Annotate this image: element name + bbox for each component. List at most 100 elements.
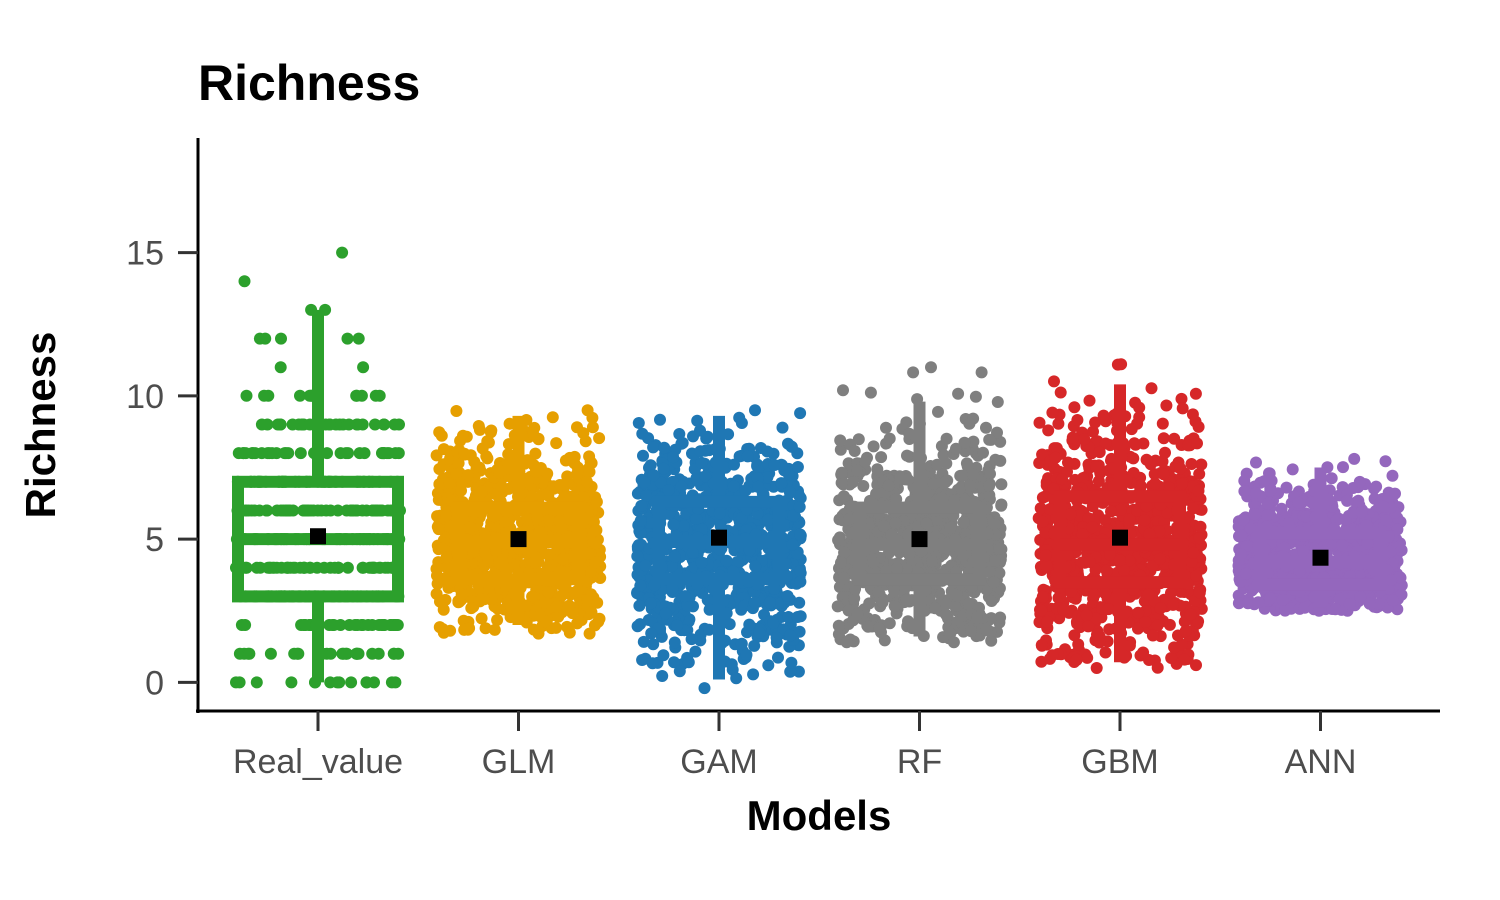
jitter-point [1185, 458, 1198, 470]
jitter-point [286, 418, 299, 431]
jitter-point [1093, 446, 1106, 459]
jitter-point [467, 546, 480, 558]
jitter-point [1114, 503, 1127, 516]
jitter-point [656, 670, 669, 682]
jitter-point [1175, 392, 1188, 405]
jitter-point [848, 445, 861, 457]
jitter-point [480, 450, 493, 463]
jitter-point [877, 520, 890, 533]
jitter-point [258, 389, 271, 402]
jitter-point [391, 619, 404, 631]
jitter-point [903, 548, 916, 561]
jitter-point [1370, 480, 1383, 493]
jitter-point [749, 404, 761, 417]
jitter-point [481, 435, 494, 448]
jitter-point [994, 611, 1007, 624]
jitter-point [1138, 514, 1151, 527]
jitter-point [956, 469, 969, 482]
jitter-point [1044, 503, 1056, 516]
jitter-point [479, 622, 492, 635]
jitter-point [1250, 487, 1262, 499]
jitter-point [673, 665, 686, 678]
jitter-point [679, 590, 691, 603]
jitter-point [1174, 462, 1187, 475]
jitter-point [443, 576, 456, 589]
jitter-point [703, 623, 716, 636]
jitter-point [636, 654, 649, 666]
jitter-point [1052, 417, 1065, 430]
jitter-point [1048, 375, 1060, 388]
jitter-point [324, 504, 337, 517]
jitter-point [1039, 526, 1052, 539]
jitter-point [851, 608, 864, 621]
jitter-point [1117, 564, 1130, 576]
jitter-point [1142, 588, 1155, 601]
jitter-point [751, 472, 764, 485]
jitter-point [387, 647, 400, 660]
jitter-point [735, 417, 748, 429]
jitter-point [792, 665, 805, 678]
jitter-point [785, 440, 798, 453]
jitter-point [501, 462, 514, 475]
jitter-point [794, 575, 807, 588]
jitter-point [768, 459, 781, 471]
jitter-point [274, 361, 287, 374]
jitter-point [1133, 411, 1146, 424]
jitter-point [1190, 659, 1202, 672]
jitter-point [727, 480, 740, 493]
jitter-point [748, 639, 761, 652]
jitter-point [373, 389, 386, 402]
jitter-point [637, 449, 649, 462]
jitter-point [498, 516, 511, 528]
jitter-point [761, 445, 774, 458]
jitter-point [969, 390, 982, 403]
jitter-point [994, 435, 1007, 448]
jitter-point [1083, 394, 1096, 407]
jitter-point [1146, 629, 1159, 642]
jitter-point [299, 619, 312, 631]
jitter-point [1054, 590, 1067, 603]
jitter-point [957, 516, 970, 529]
jitter-point [323, 418, 336, 431]
jitter-point [631, 550, 644, 563]
jitter-point [980, 624, 993, 637]
jitter-point [1384, 545, 1397, 558]
jitter-point [583, 627, 596, 640]
jitter-point [925, 361, 937, 374]
jitter-point [950, 442, 962, 455]
jitter-point [987, 576, 1000, 589]
jitter-point [378, 619, 391, 631]
jitter-point [767, 617, 780, 630]
jitter-point [271, 418, 284, 431]
jitter-point [324, 647, 337, 660]
jitter-point [356, 504, 369, 517]
x-tick-label: GAM [680, 743, 757, 781]
jitter-point [890, 562, 903, 575]
jitter-point [1040, 559, 1053, 572]
jitter-point [1123, 639, 1136, 652]
jitter-point [440, 509, 452, 522]
jitter-point [454, 434, 467, 447]
jitter-point [632, 417, 645, 429]
jitter-point [838, 572, 850, 585]
jitter-point [1153, 525, 1166, 538]
jitter-point [527, 427, 539, 440]
jitter-point [835, 556, 847, 569]
jitter-point [1148, 468, 1161, 481]
jitter-point [450, 405, 463, 417]
x-tick-label: ANN [1285, 743, 1357, 781]
jitter-point [1238, 474, 1251, 487]
jitter-point [586, 421, 599, 434]
jitter-point [713, 507, 726, 520]
jitter-point [529, 465, 542, 478]
jitter-point [857, 480, 870, 492]
jitter-points-layer [230, 246, 1408, 695]
jitter-point [983, 480, 996, 492]
jitter-point [699, 470, 712, 483]
jitter-point [657, 462, 670, 475]
jitter-point [1341, 494, 1354, 507]
jitter-point [1087, 425, 1099, 438]
jitter-point [994, 454, 1007, 467]
jitter-point [495, 480, 508, 493]
